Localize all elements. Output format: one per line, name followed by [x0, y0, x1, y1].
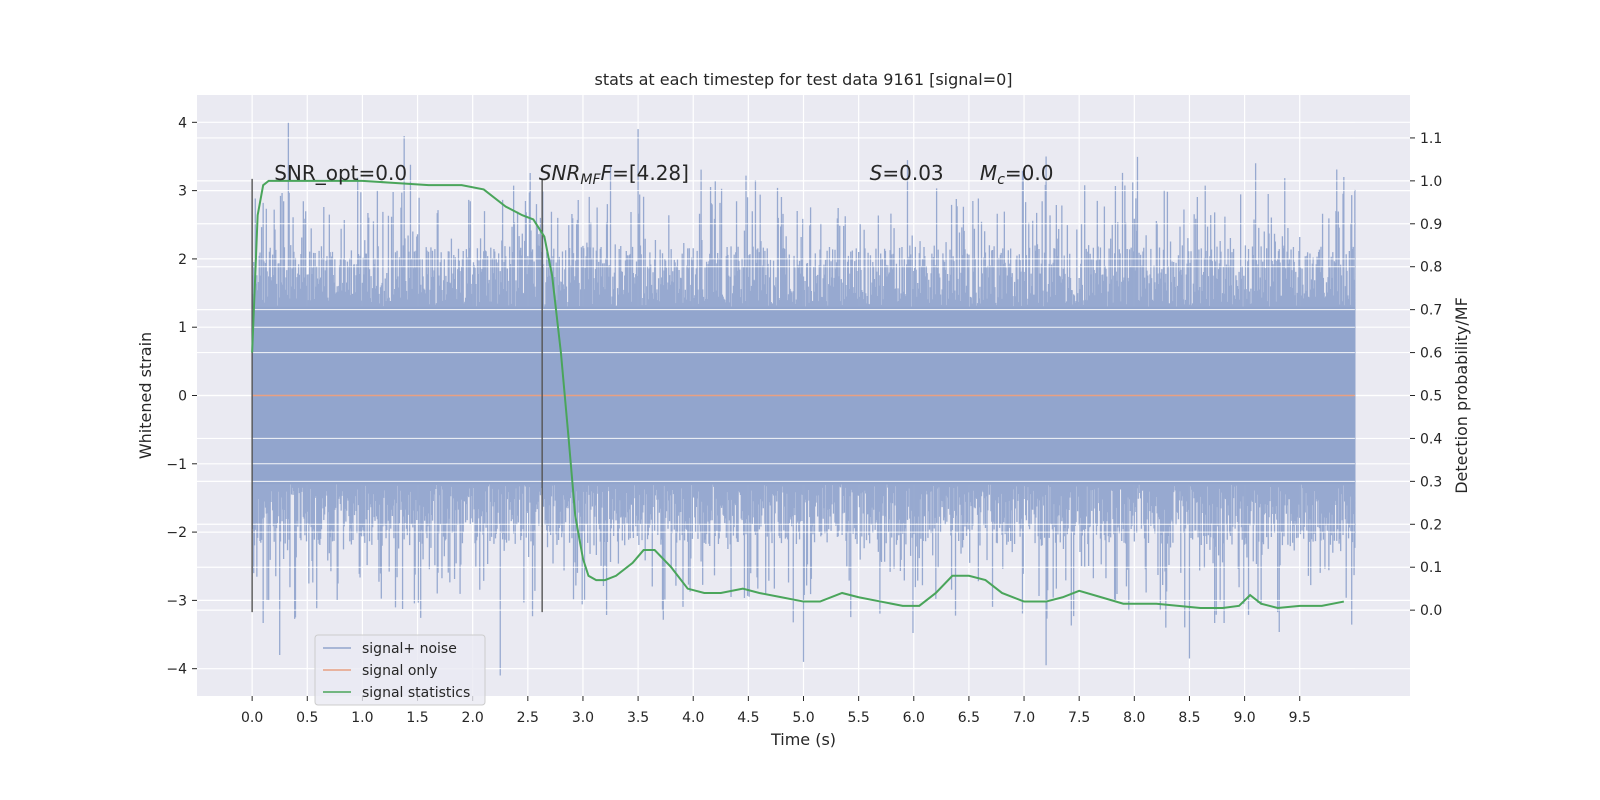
y-right-tick-label: 0.0 — [1420, 603, 1442, 619]
signal-statistics-line — [251, 179, 1345, 610]
annotation-mc: Mc=0.0 — [980, 161, 1054, 188]
y-right-tick-label: 0.9 — [1420, 217, 1442, 233]
y-tick-label: −1 — [166, 457, 187, 473]
x-tick-label: 4.5 — [737, 710, 759, 726]
legend-label-signal-only: signal only — [362, 663, 437, 679]
x-tick-label: 3.5 — [627, 710, 649, 726]
y-tick-label: 1 — [178, 320, 187, 336]
annotation-snr-mf-symbol: SNR — [539, 161, 581, 185]
x-tick-label: 2.5 — [517, 710, 539, 726]
legend-label-signal-noise: signal+ noise — [362, 641, 457, 657]
y-right-tick-label: 0.6 — [1420, 346, 1442, 362]
y-right-tick-label: 0.2 — [1420, 517, 1442, 533]
annotation-s: S=0.03 — [870, 161, 944, 185]
x-tick-label: 0.0 — [241, 710, 263, 726]
annotation-snr-mf-subscript: MF — [580, 172, 601, 188]
x-tick-label: 8.5 — [1178, 710, 1200, 726]
y-right-tick-label: 0.7 — [1420, 303, 1442, 319]
annotation-snr-mf-value: =[4.28] — [612, 161, 689, 185]
y-tick-label: 3 — [178, 184, 187, 200]
y-right-axis-label: Detection probability/MF — [1452, 297, 1471, 494]
x-tick-label: 2.0 — [462, 710, 484, 726]
x-tick-label: 8.0 — [1123, 710, 1145, 726]
y-tick-label: −3 — [166, 593, 187, 609]
annotation-mc-symbol: M — [980, 161, 997, 185]
x-tick-label: 1.5 — [406, 710, 428, 726]
x-tick-label: 6.0 — [903, 710, 925, 726]
y-right-tick-label: 0.5 — [1420, 389, 1442, 405]
chart-title: stats at each timestep for test data 916… — [594, 70, 1012, 89]
y-right-tick-label: 0.3 — [1420, 474, 1442, 490]
legend-box — [314, 634, 486, 706]
annotation-s-symbol: S — [870, 161, 883, 185]
x-tick-label: 5.5 — [848, 710, 870, 726]
marker-lines — [251, 178, 543, 613]
annotation-snr-opt: SNR_opt=0.0 — [274, 161, 407, 185]
x-axis-ticks: 0.0 0.5 1.0 1.5 2.0 2.5 3.0 3.5 4.0 4.5 5.0 5.5 6.0 6… — [241, 696, 1311, 726]
x-tick-label: 9.0 — [1233, 710, 1255, 726]
legend: signal+ noise signal only signal statist… — [314, 634, 486, 706]
legend-label-signal-statistics: signal statistics — [362, 685, 470, 701]
x-tick-label: 3.0 — [572, 710, 594, 726]
annotation-mc-subscript: c — [997, 172, 1005, 188]
annotation-s-value: =0.03 — [882, 161, 943, 185]
x-tick-label: 4.0 — [682, 710, 704, 726]
x-tick-label: 7.5 — [1068, 710, 1090, 726]
y-right-tick-label: 1.1 — [1420, 131, 1442, 147]
x-tick-label: 1.0 — [351, 710, 373, 726]
annotation-mc-value: =0.0 — [1005, 161, 1054, 185]
x-tick-label: 7.0 — [1013, 710, 1035, 726]
y-right-tick-label: 1.0 — [1420, 174, 1442, 190]
y-right-tick-label: 0.8 — [1420, 260, 1442, 276]
y-right-axis-ticks: 0.0 0.1 0.2 0.3 0.4 0.5 0.6 0.7 0.8 0.9 1.0 1.1 — [1410, 131, 1442, 619]
y-tick-label: 2 — [178, 252, 187, 268]
y-tick-label: 0 — [178, 389, 187, 405]
y-tick-label: 4 — [178, 115, 187, 131]
x-axis-label: Time (s) — [770, 730, 836, 749]
x-tick-label: 6.5 — [958, 710, 980, 726]
signal-statistics-series — [251, 179, 1345, 610]
y-tick-label: −2 — [166, 525, 187, 541]
y-right-tick-label: 0.4 — [1420, 431, 1442, 447]
x-tick-label: 0.5 — [296, 710, 318, 726]
y-axis-label: Whitened strain — [136, 332, 155, 459]
annotation-snr-mf: SNRMFF=[4.28] — [539, 161, 689, 188]
x-tick-label: 5.0 — [792, 710, 814, 726]
annotation-snr-mf-f: F — [601, 161, 613, 185]
y-tick-label: −4 — [166, 662, 187, 678]
y-right-tick-label: 0.1 — [1420, 560, 1442, 576]
x-tick-label: 9.5 — [1289, 710, 1311, 726]
y-axis-ticks: −4 −3 −2 −1 0 1 2 3 4 — [166, 115, 197, 678]
